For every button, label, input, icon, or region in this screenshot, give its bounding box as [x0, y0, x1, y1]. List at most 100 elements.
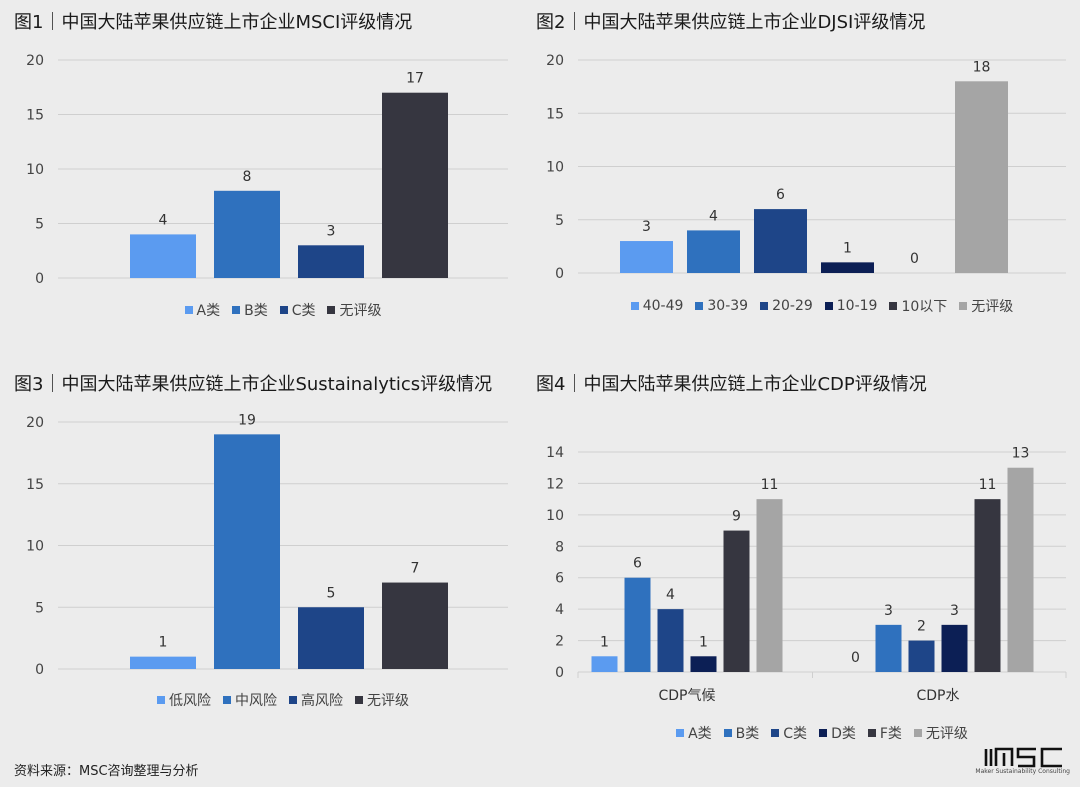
legend: A类 B类 C类 无评级 — [58, 300, 508, 320]
legend-item: 40-49 — [630, 296, 684, 316]
bar — [941, 624, 968, 672]
bar — [756, 499, 783, 672]
chart-title: 图3｜中国大陆苹果供应链上市企业Sustainalytics评级情况 — [14, 374, 493, 395]
chart-panel-djsi: 图2｜中国大陆苹果供应链上市企业DJSI评级情况 0 5 10 15 20 3 4 6 1 0 18… — [536, 8, 1076, 328]
legend-item: B类 — [232, 300, 268, 320]
legend-item: 30-39 — [695, 296, 748, 316]
y-tick-label: 15 — [26, 108, 44, 124]
bar — [908, 640, 935, 672]
y-tick-label: 0 — [35, 271, 44, 287]
legend-item: A类 — [184, 300, 220, 320]
legend-swatch — [695, 302, 704, 310]
legend: 40-49 30-39 20-29 10-19 10以下 无评级 — [578, 296, 1066, 316]
legend-swatch — [355, 696, 363, 704]
legend-swatch — [676, 729, 685, 737]
chart-panel-msci: 图1｜中国大陆苹果供应链上市企业MSCI评级情况 0 5 10 15 20 4 8 3 17 A类… — [14, 8, 514, 328]
y-tick-label: 5 — [35, 217, 44, 233]
legend-swatch — [184, 306, 193, 314]
legend-swatch — [760, 302, 769, 310]
msc-logo — [984, 747, 1062, 768]
legend-label: 高风险 — [301, 693, 343, 709]
data-label: 8 — [243, 169, 252, 185]
legend-swatch — [157, 696, 165, 704]
chart-plot: 0 5 10 15 20 1 19 5 7 — [26, 412, 508, 678]
y-tick-label: 8 — [555, 539, 564, 555]
bar — [382, 582, 448, 669]
y-tick-label: 15 — [26, 477, 44, 493]
legend-label: 10-19 — [836, 298, 878, 314]
legend-swatch — [223, 696, 231, 704]
y-tick-label: 20 — [26, 415, 44, 431]
legend-label: A类 — [688, 726, 712, 742]
y-tick-label: 14 — [546, 445, 564, 461]
legend-swatch — [771, 729, 780, 737]
bar — [382, 92, 448, 278]
legend-label: D类 — [831, 726, 856, 742]
legend-swatch — [630, 302, 639, 310]
y-tick-label: 12 — [546, 476, 564, 492]
data-label: 13 — [1012, 446, 1030, 462]
data-label: 1 — [159, 635, 168, 651]
legend-label: 10以下 — [901, 299, 948, 315]
legend-item: B类 — [723, 723, 760, 743]
bar — [875, 624, 902, 672]
data-label: 3 — [950, 603, 959, 619]
y-tick-label: 10 — [26, 539, 44, 555]
data-label: 9 — [732, 509, 741, 525]
data-label: 4 — [666, 587, 675, 603]
y-tick-label: 2 — [555, 634, 564, 650]
bar — [624, 577, 651, 672]
data-label: 3 — [642, 219, 651, 235]
legend-item: D类 — [819, 723, 856, 743]
data-label: 18 — [973, 59, 991, 75]
data-label: 2 — [917, 619, 926, 635]
data-label: 1 — [843, 240, 852, 256]
legend-swatch — [889, 302, 898, 310]
bar — [298, 245, 364, 278]
legend-swatch — [867, 729, 876, 737]
legend-swatch — [723, 729, 732, 737]
legend-item: 高风险 — [289, 690, 343, 710]
legend-label: B类 — [244, 303, 268, 319]
legend-label: F类 — [879, 726, 902, 742]
chart-title: 图4｜中国大陆苹果供应链上市企业CDP评级情况 — [536, 374, 927, 395]
legend-swatch — [232, 306, 241, 314]
y-tick-label: 20 — [546, 53, 564, 69]
y-tick-label: 0 — [555, 665, 564, 681]
legend-item: C类 — [279, 300, 315, 320]
data-label: 17 — [406, 71, 424, 87]
data-label: 6 — [633, 556, 642, 572]
legend-item: 10以下 — [889, 296, 947, 316]
data-label: 1 — [699, 634, 708, 650]
bar — [690, 656, 717, 672]
legend-label: 40-49 — [642, 298, 684, 314]
legend-label: 30-39 — [707, 298, 749, 314]
chart-title: 图1｜中国大陆苹果供应链上市企业MSCI评级情况 — [14, 12, 413, 33]
legend-item: 无评级 — [327, 300, 381, 320]
legend-swatch — [959, 302, 968, 310]
y-tick-label: 10 — [546, 160, 564, 176]
legend-label: B类 — [735, 726, 760, 742]
y-tick-label: 10 — [26, 162, 44, 178]
legend-swatch — [819, 729, 828, 737]
bar — [657, 609, 684, 672]
chart-panel-cdp: 图4｜中国大陆苹果供应链上市企业CDP评级情况 0 2 4 6 8 10 12 14 1 6 4 1 9… — [536, 370, 1076, 745]
legend-item: 无评级 — [959, 296, 1013, 316]
legend-item: C类 — [771, 723, 807, 743]
chart-plot: 0 5 10 15 20 4 8 3 17 — [26, 53, 508, 287]
y-tick-label: 5 — [35, 600, 44, 616]
legend-label: 无评级 — [339, 303, 382, 319]
bar — [974, 499, 1001, 672]
y-tick-label: 6 — [555, 571, 564, 587]
source-note: 资料来源：MSC咨询整理与分析 — [14, 764, 199, 779]
data-label: 0 — [910, 251, 919, 267]
bar — [591, 656, 618, 672]
logo-subtitle: Maker Sustainability Consulting — [975, 768, 1070, 775]
y-tick-label: 15 — [546, 106, 564, 122]
legend: A类 B类 C类 D类 F类 无评级 — [578, 723, 1066, 743]
data-label: 7 — [411, 561, 420, 577]
legend-swatch — [289, 696, 297, 704]
legend-label: 中风险 — [235, 693, 277, 709]
